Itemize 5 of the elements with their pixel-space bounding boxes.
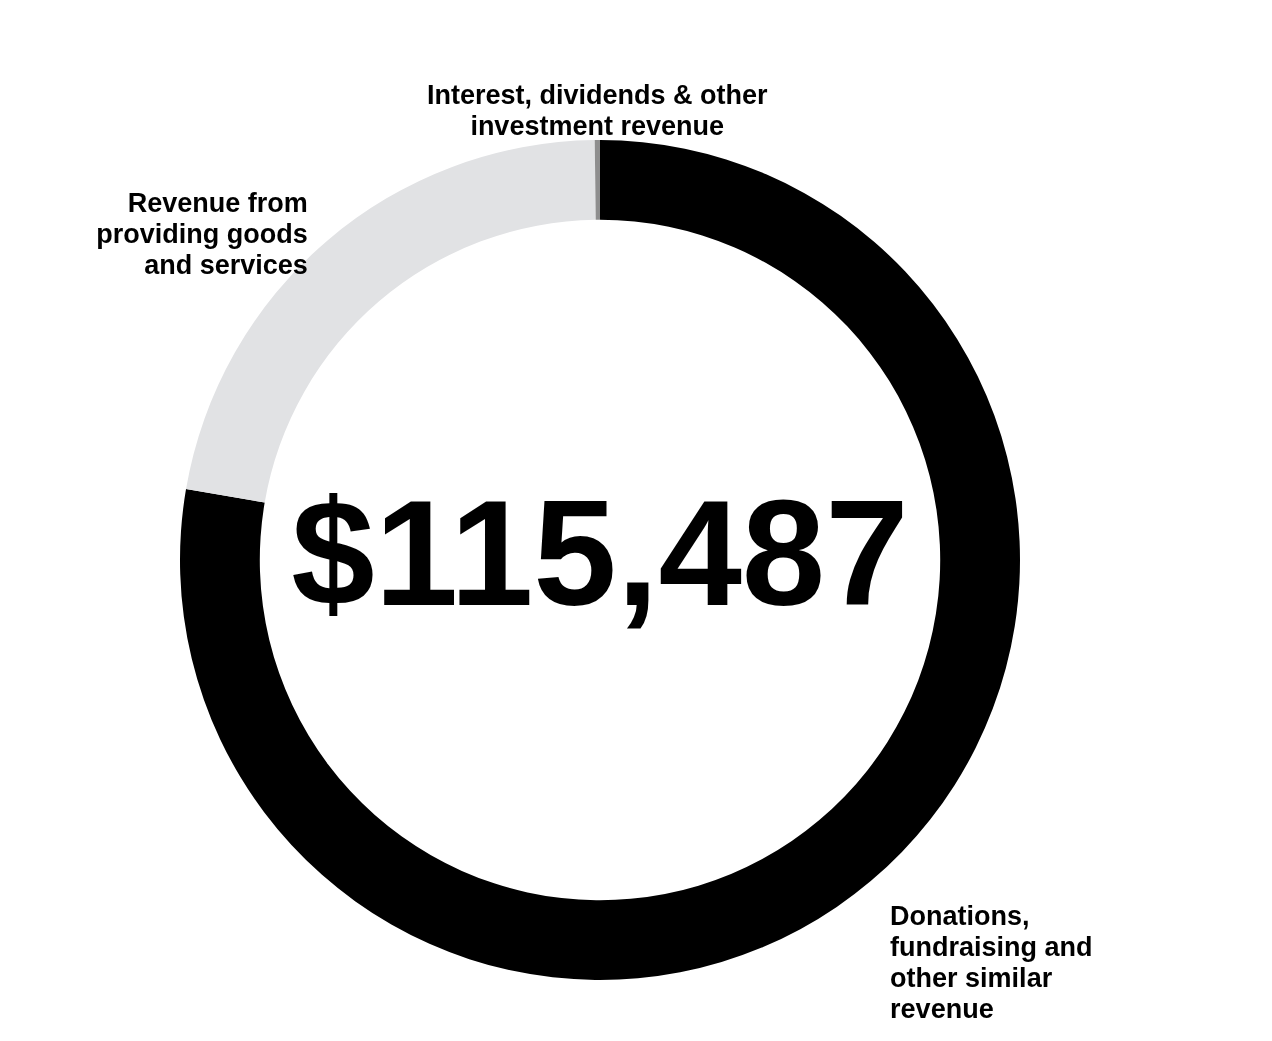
donut-slice bbox=[594, 140, 600, 220]
slice-label: Donations, fundraising and other similar revenue bbox=[890, 901, 1093, 1025]
slice-label: Revenue from providing goods and services bbox=[96, 187, 308, 280]
slice-label: Interest, dividends & other investment revenue bbox=[426, 80, 768, 142]
text: $115,487 bbox=[291, 469, 909, 637]
